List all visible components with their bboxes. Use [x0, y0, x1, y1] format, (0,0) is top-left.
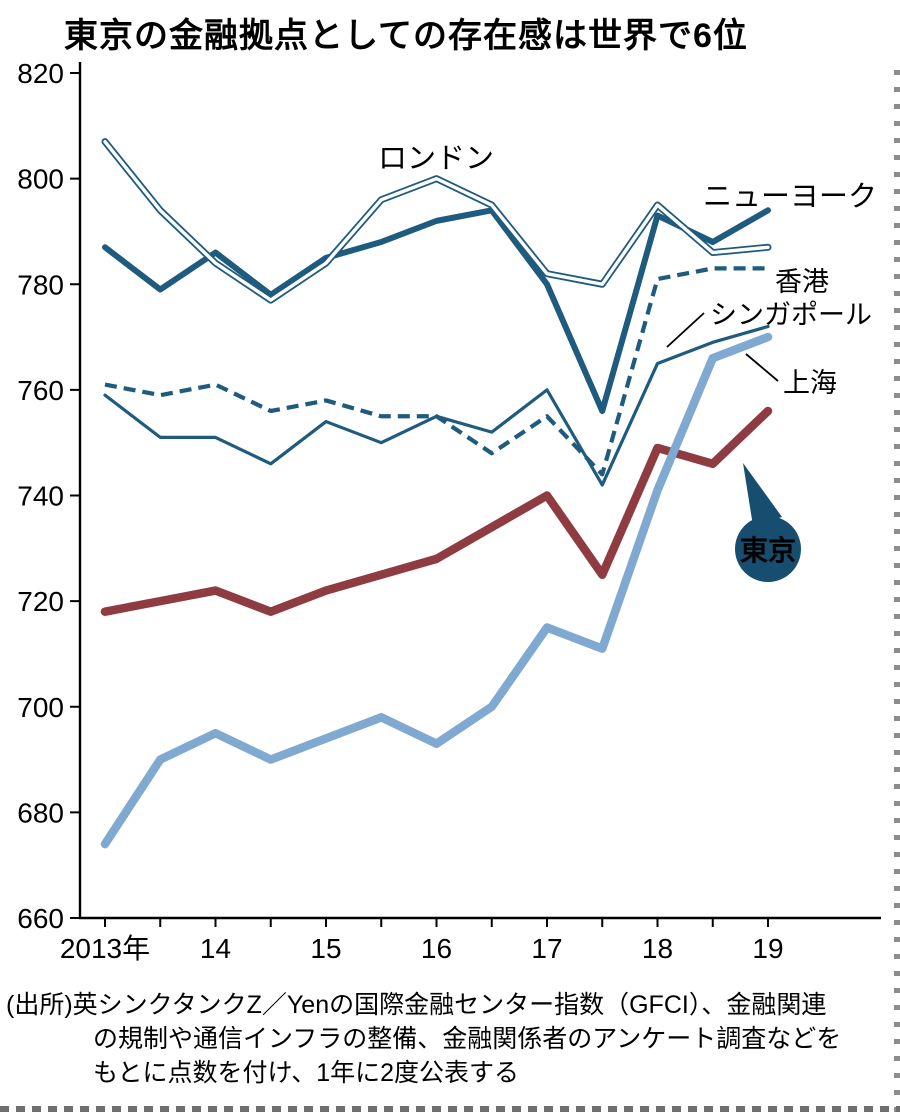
y-tick-label: 760 — [17, 375, 64, 406]
tokyo-badge-tail — [743, 463, 782, 526]
line-tokyo — [100, 406, 773, 616]
label-shanghai-pointer — [745, 353, 779, 382]
y-tick-label: 680 — [17, 797, 64, 828]
y-tick-label: 800 — [17, 164, 64, 195]
x-tick-label: 2013年 — [60, 933, 150, 964]
tokyo-badge-label: 東京 — [740, 534, 796, 566]
x-tick-label: 16 — [421, 933, 452, 964]
x-tick-label: 18 — [642, 933, 673, 964]
y-tick-label: 740 — [17, 481, 64, 512]
source-note: (出所)英シンクタンクZ／Yenの国際金融センター指数（GFCI）、金融関連 の… — [6, 988, 894, 1090]
x-tick-label: 14 — [200, 933, 231, 964]
page-edge-tick-marks-right — [894, 70, 900, 1112]
y-tick-label: 720 — [17, 586, 64, 617]
line-singapore — [103, 324, 770, 487]
label-london: ロンドン — [378, 143, 494, 175]
source-line-3: もとに点数を付け、1年に2度公表する — [93, 1059, 520, 1087]
y-tick-label: 820 — [17, 58, 64, 89]
label-singapore-pointer — [666, 312, 705, 348]
y-tick-label: 780 — [17, 269, 64, 300]
line-newyork — [102, 207, 771, 414]
x-tick-label: 15 — [310, 933, 341, 964]
page-edge-tick-marks-bottom — [0, 1106, 900, 1112]
y-tick-label: 660 — [17, 903, 64, 934]
label-singapore: シンガポール — [710, 300, 872, 330]
line-london-inner — [103, 139, 770, 302]
x-tick-label: 19 — [752, 933, 783, 964]
x-tick-label: 17 — [531, 933, 562, 964]
source-line-2: の規制や通信インフラの整備、金融関係者のアンケート調査などを — [93, 1025, 842, 1053]
line-shanghai — [100, 332, 773, 849]
tokyo-badge — [735, 516, 801, 582]
source-line-1: (出所)英シンクタンクZ／Yenの国際金融センター指数（GFCI）、金融関連 — [6, 991, 827, 1019]
label-hongkong: 香港 — [775, 267, 829, 297]
chart-title: 東京の金融拠点としての存在感は世界で6位 — [64, 17, 748, 55]
y-tick-label: 700 — [17, 692, 64, 723]
label-shanghai: 上海 — [783, 368, 837, 398]
label-newyork: ニューヨーク — [703, 181, 877, 213]
line-hongkong — [104, 266, 768, 477]
